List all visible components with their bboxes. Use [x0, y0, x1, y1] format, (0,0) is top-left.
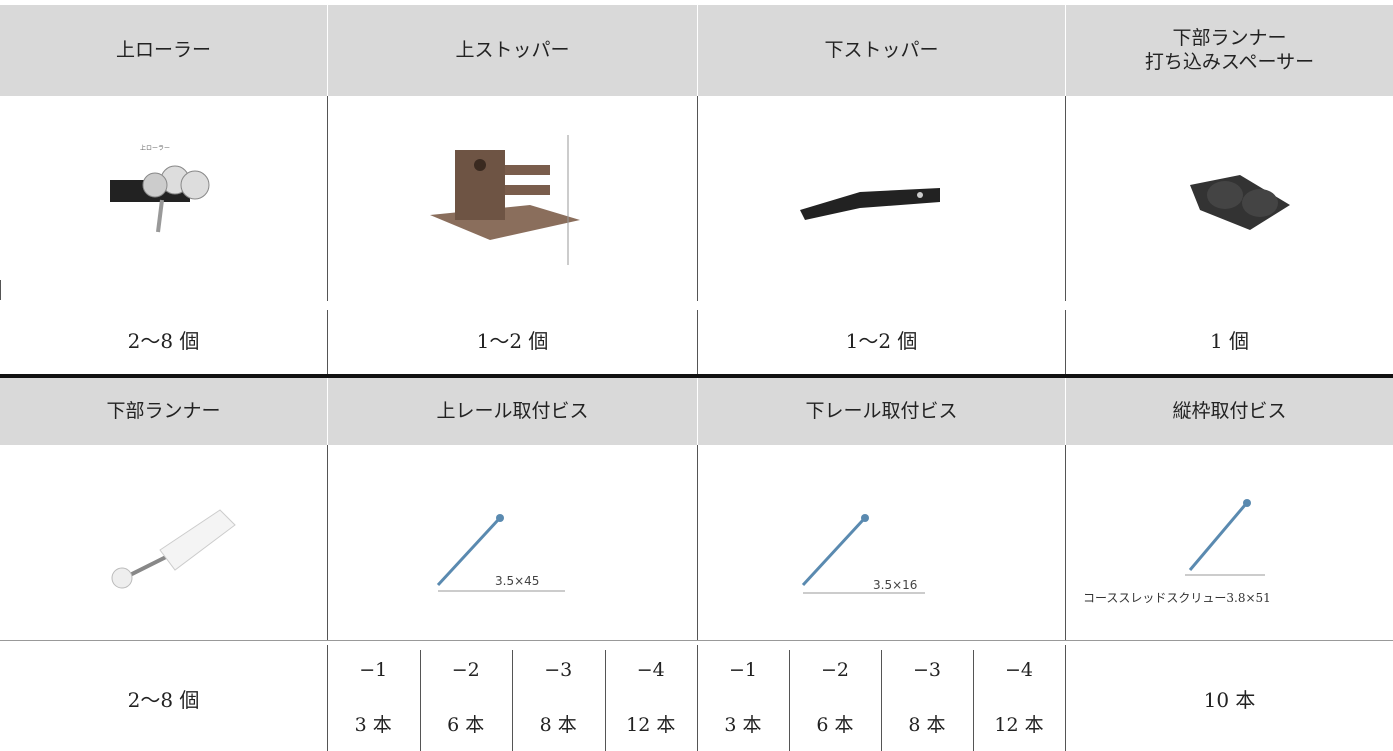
screw-image: 3.5×16: [801, 514, 925, 594]
divider: [604, 650, 606, 751]
quantity: 1〜2 個: [476, 328, 549, 353]
variant-code: −3: [912, 659, 941, 681]
variant-code: −4: [636, 659, 665, 681]
header: 下レール取付ビス: [698, 378, 1065, 445]
quantity: 2〜8 個: [127, 687, 200, 712]
header: 下部ランナー: [0, 378, 327, 445]
variant-count: 6 本: [816, 713, 854, 736]
screw-image: コーススレッドスクリュー3.8×51: [1083, 499, 1271, 605]
divider: [789, 650, 790, 751]
screw-image: 3.5×45: [436, 514, 565, 592]
divider: [0, 280, 1, 300]
divider: [327, 378, 328, 445]
divider: [1065, 96, 1066, 301]
divider: [327, 310, 328, 376]
divider: [1065, 378, 1066, 445]
divider: [327, 445, 328, 640]
divider: [697, 96, 698, 301]
divider: [327, 96, 328, 301]
image-label: コーススレッドスクリュー3.8×51: [1083, 591, 1271, 605]
header: 縦枠取付ビス: [1066, 378, 1393, 445]
roller-image: 上ローラー: [110, 144, 210, 233]
header: 上ストッパー: [328, 5, 697, 96]
variant-count: 3 本: [724, 713, 762, 736]
spacer-image: [1190, 175, 1290, 230]
variant-code: −1: [728, 659, 757, 681]
divider: [1065, 445, 1066, 640]
variant-count: 3 本: [354, 713, 392, 736]
lower-stopper-image: [800, 188, 940, 220]
divider: [697, 645, 698, 751]
quantity: 10 本: [1203, 687, 1256, 712]
divider: [327, 645, 328, 751]
variant-code: −1: [359, 659, 388, 681]
divider: [1065, 310, 1066, 376]
quantity: 1〜2 個: [845, 328, 918, 353]
divider: [0, 640, 1393, 641]
variant-code: −4: [1004, 659, 1033, 681]
quantity: 2〜8 個: [127, 328, 200, 353]
quantity: 1 個: [1209, 328, 1250, 353]
variant-count: 12 本: [994, 713, 1044, 736]
image-label: 3.5×45: [495, 574, 539, 588]
header: 下ストッパー: [698, 5, 1065, 96]
divider: [1065, 645, 1066, 751]
variant-count: 8 本: [908, 713, 946, 736]
variant-code: −2: [451, 659, 480, 681]
variant-code: −2: [820, 659, 849, 681]
divider: [419, 650, 421, 751]
header: 上レール取付ビス: [328, 378, 697, 445]
divider: [697, 310, 698, 376]
variant-code: −3: [544, 659, 573, 681]
image-label: 3.5×16: [873, 578, 917, 592]
upper-stopper-image: [430, 135, 580, 265]
header: 上ローラー: [0, 5, 327, 96]
divider: [512, 650, 513, 751]
variant-count: 6 本: [447, 713, 485, 736]
variant-count: 8 本: [539, 713, 577, 736]
divider: [973, 650, 974, 751]
variant-count: 12 本: [626, 713, 676, 736]
divider: [697, 378, 698, 445]
divider: [697, 445, 698, 640]
section-border: [0, 374, 1393, 378]
header: 下部ランナー 打ち込みスペーサー: [1066, 5, 1393, 96]
image-label: 上ローラー: [140, 144, 170, 152]
runner-image: [111, 509, 236, 589]
divider: [881, 650, 882, 751]
